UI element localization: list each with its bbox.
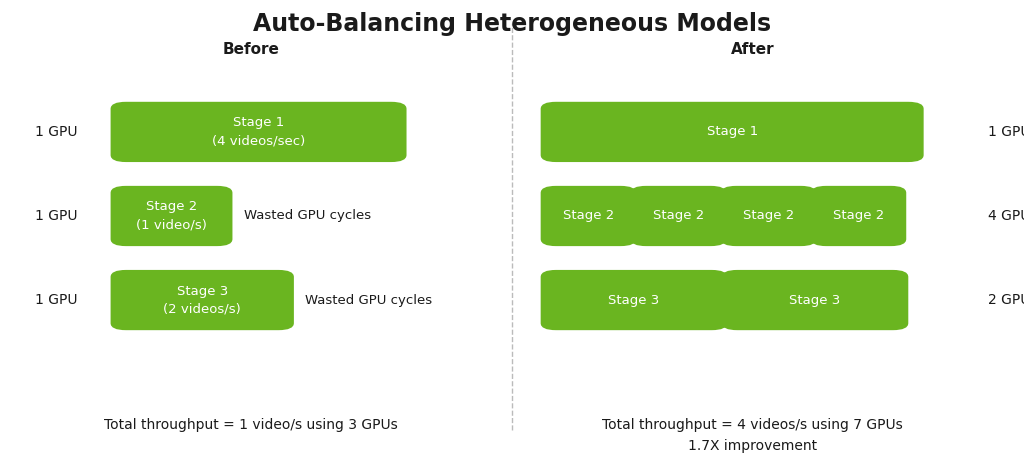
Text: 2 GPU: 2 GPU	[988, 293, 1024, 307]
FancyBboxPatch shape	[631, 186, 726, 246]
Text: Wasted GPU cycles: Wasted GPU cycles	[244, 210, 371, 222]
Text: Total throughput = 4 videos/s using 7 GPUs
1.7X improvement: Total throughput = 4 videos/s using 7 GP…	[602, 418, 903, 453]
FancyBboxPatch shape	[541, 270, 727, 330]
FancyBboxPatch shape	[111, 102, 407, 162]
Text: After: After	[731, 42, 774, 57]
Text: 4 GPU: 4 GPU	[988, 209, 1024, 223]
Text: Stage 3
(2 videos/s): Stage 3 (2 videos/s)	[164, 284, 241, 316]
Text: 1 GPU: 1 GPU	[35, 209, 78, 223]
FancyBboxPatch shape	[811, 186, 906, 246]
Text: Before: Before	[222, 42, 280, 57]
Text: Total throughput = 1 video/s using 3 GPUs: Total throughput = 1 video/s using 3 GPU…	[104, 418, 397, 432]
FancyBboxPatch shape	[721, 186, 816, 246]
Text: Stage 1
(4 videos/sec): Stage 1 (4 videos/sec)	[212, 116, 305, 148]
FancyBboxPatch shape	[111, 270, 294, 330]
FancyBboxPatch shape	[541, 102, 924, 162]
Text: Stage 2: Stage 2	[562, 210, 614, 222]
Text: Stage 2: Stage 2	[742, 210, 795, 222]
FancyBboxPatch shape	[541, 186, 636, 246]
Text: Stage 3: Stage 3	[790, 294, 841, 306]
Text: Stage 3: Stage 3	[608, 294, 659, 306]
Text: Stage 1: Stage 1	[707, 126, 758, 138]
Text: 1 GPU: 1 GPU	[35, 125, 78, 139]
Text: Stage 2
(1 video/s): Stage 2 (1 video/s)	[136, 200, 207, 232]
Text: 1 GPU: 1 GPU	[988, 125, 1024, 139]
FancyBboxPatch shape	[722, 270, 908, 330]
Text: Stage 2: Stage 2	[833, 210, 885, 222]
FancyBboxPatch shape	[111, 186, 232, 246]
Text: 1 GPU: 1 GPU	[35, 293, 78, 307]
Text: Wasted GPU cycles: Wasted GPU cycles	[305, 294, 432, 306]
Text: Stage 2: Stage 2	[652, 210, 705, 222]
Text: Auto-Balancing Heterogeneous Models: Auto-Balancing Heterogeneous Models	[253, 12, 771, 35]
